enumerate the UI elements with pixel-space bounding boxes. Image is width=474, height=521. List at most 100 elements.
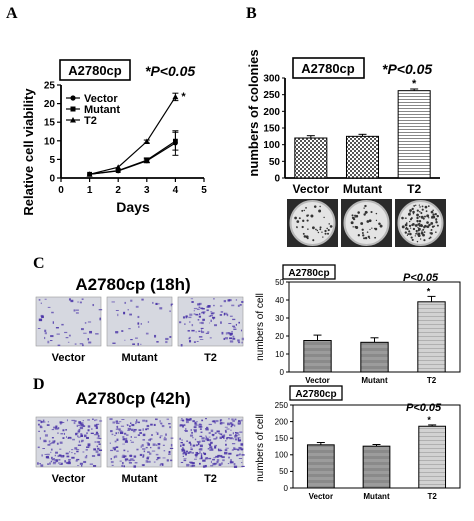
stained-cell bbox=[115, 420, 119, 423]
stained-cell bbox=[61, 422, 65, 423]
stained-cell bbox=[132, 430, 136, 433]
colony-dot bbox=[435, 218, 438, 221]
panel-d: D A2780cp (42h) Vector Mutant T2 A2780cp P… bbox=[33, 376, 461, 501]
stained-cell bbox=[47, 463, 49, 465]
stained-cell bbox=[61, 323, 64, 326]
stained-cell bbox=[217, 454, 221, 457]
stained-cell bbox=[112, 342, 116, 344]
colony-dot bbox=[414, 235, 416, 237]
stained-cell bbox=[241, 462, 243, 464]
stained-cell bbox=[212, 420, 216, 423]
stained-cell bbox=[238, 458, 243, 459]
stained-cell bbox=[199, 424, 203, 426]
stained-cell bbox=[137, 322, 140, 325]
stained-cell bbox=[221, 422, 225, 424]
stained-cell bbox=[227, 422, 230, 424]
colony-dot bbox=[305, 235, 309, 239]
stained-cell bbox=[206, 426, 209, 428]
stained-cell bbox=[138, 429, 142, 431]
colony-dot bbox=[428, 237, 431, 240]
stained-cell bbox=[99, 420, 103, 422]
colony-dot bbox=[375, 219, 378, 222]
stained-cell bbox=[113, 448, 116, 451]
colony-dot bbox=[419, 238, 422, 240]
stained-cell bbox=[71, 452, 73, 454]
stained-cell bbox=[110, 449, 113, 452]
colony-dot bbox=[327, 228, 330, 232]
colony-dot bbox=[305, 207, 307, 209]
stained-cell bbox=[95, 431, 99, 434]
stained-cell bbox=[59, 441, 63, 444]
stained-cell bbox=[127, 430, 130, 431]
colony-dot bbox=[315, 228, 317, 231]
stained-cell bbox=[124, 301, 127, 304]
stained-cell bbox=[120, 425, 125, 427]
stained-cell bbox=[93, 465, 97, 467]
stained-cell bbox=[37, 462, 39, 465]
stained-cell bbox=[199, 440, 201, 443]
stained-cell bbox=[168, 453, 171, 455]
stained-cell bbox=[195, 421, 198, 423]
stained-cell bbox=[153, 334, 157, 338]
stained-cell bbox=[40, 464, 44, 467]
stained-cell bbox=[205, 436, 208, 439]
stained-cell bbox=[223, 300, 227, 303]
stained-cell bbox=[169, 447, 174, 449]
stained-cell bbox=[59, 421, 63, 424]
stained-cell bbox=[214, 324, 218, 327]
stained-cell bbox=[79, 343, 84, 345]
colony-dot bbox=[422, 228, 425, 231]
stained-cell bbox=[240, 329, 243, 332]
stained-cell bbox=[159, 420, 161, 423]
colony-dot bbox=[412, 210, 415, 214]
colony-dot bbox=[426, 214, 430, 218]
stained-cell bbox=[194, 421, 197, 424]
stained-cell bbox=[79, 462, 83, 465]
colony-dot bbox=[361, 232, 364, 234]
stained-cell bbox=[110, 460, 114, 464]
category-label-mutant: Mutant bbox=[363, 492, 390, 501]
stained-cell bbox=[80, 328, 84, 331]
stained-cell bbox=[200, 307, 204, 310]
panel-c-significance: P<0.05 bbox=[403, 272, 439, 284]
stained-cell bbox=[197, 303, 201, 306]
stained-cell bbox=[208, 322, 211, 324]
colony-dot bbox=[418, 215, 421, 218]
stained-cell bbox=[241, 465, 245, 467]
colony-dot bbox=[413, 224, 415, 226]
stained-cell bbox=[205, 457, 208, 460]
colony-dot bbox=[319, 205, 321, 208]
stained-cell bbox=[168, 423, 171, 425]
stained-cell bbox=[232, 335, 235, 338]
y-tick-label: 10 bbox=[44, 136, 56, 147]
stained-cell bbox=[191, 431, 193, 434]
bar-vector bbox=[303, 340, 332, 373]
stained-cell bbox=[81, 298, 84, 300]
stained-cell bbox=[79, 301, 82, 304]
stained-cell bbox=[237, 341, 241, 344]
stained-cell bbox=[194, 430, 197, 433]
stained-cell bbox=[94, 441, 97, 443]
stained-cell bbox=[229, 422, 233, 425]
significance-star: * bbox=[427, 415, 431, 425]
image-label-t2: T2 bbox=[204, 473, 217, 485]
stained-cell bbox=[40, 302, 42, 305]
y-tick-label: 0 bbox=[274, 174, 280, 185]
stained-cell bbox=[185, 420, 189, 424]
stained-cell bbox=[193, 458, 197, 460]
stained-cell bbox=[97, 447, 100, 450]
stained-cell bbox=[204, 464, 207, 468]
stained-cell bbox=[209, 443, 212, 447]
stained-cell bbox=[96, 445, 98, 448]
colony-dot bbox=[413, 205, 416, 207]
stained-cell bbox=[80, 433, 83, 436]
stained-cell bbox=[77, 435, 79, 437]
stained-cell bbox=[42, 448, 45, 450]
stained-cell bbox=[198, 336, 203, 338]
stained-cell bbox=[146, 456, 150, 458]
colony-dot bbox=[409, 211, 411, 213]
stained-cell bbox=[157, 443, 159, 445]
colony-dot bbox=[306, 219, 309, 222]
stained-cell bbox=[157, 446, 161, 450]
stained-cell bbox=[55, 427, 59, 430]
